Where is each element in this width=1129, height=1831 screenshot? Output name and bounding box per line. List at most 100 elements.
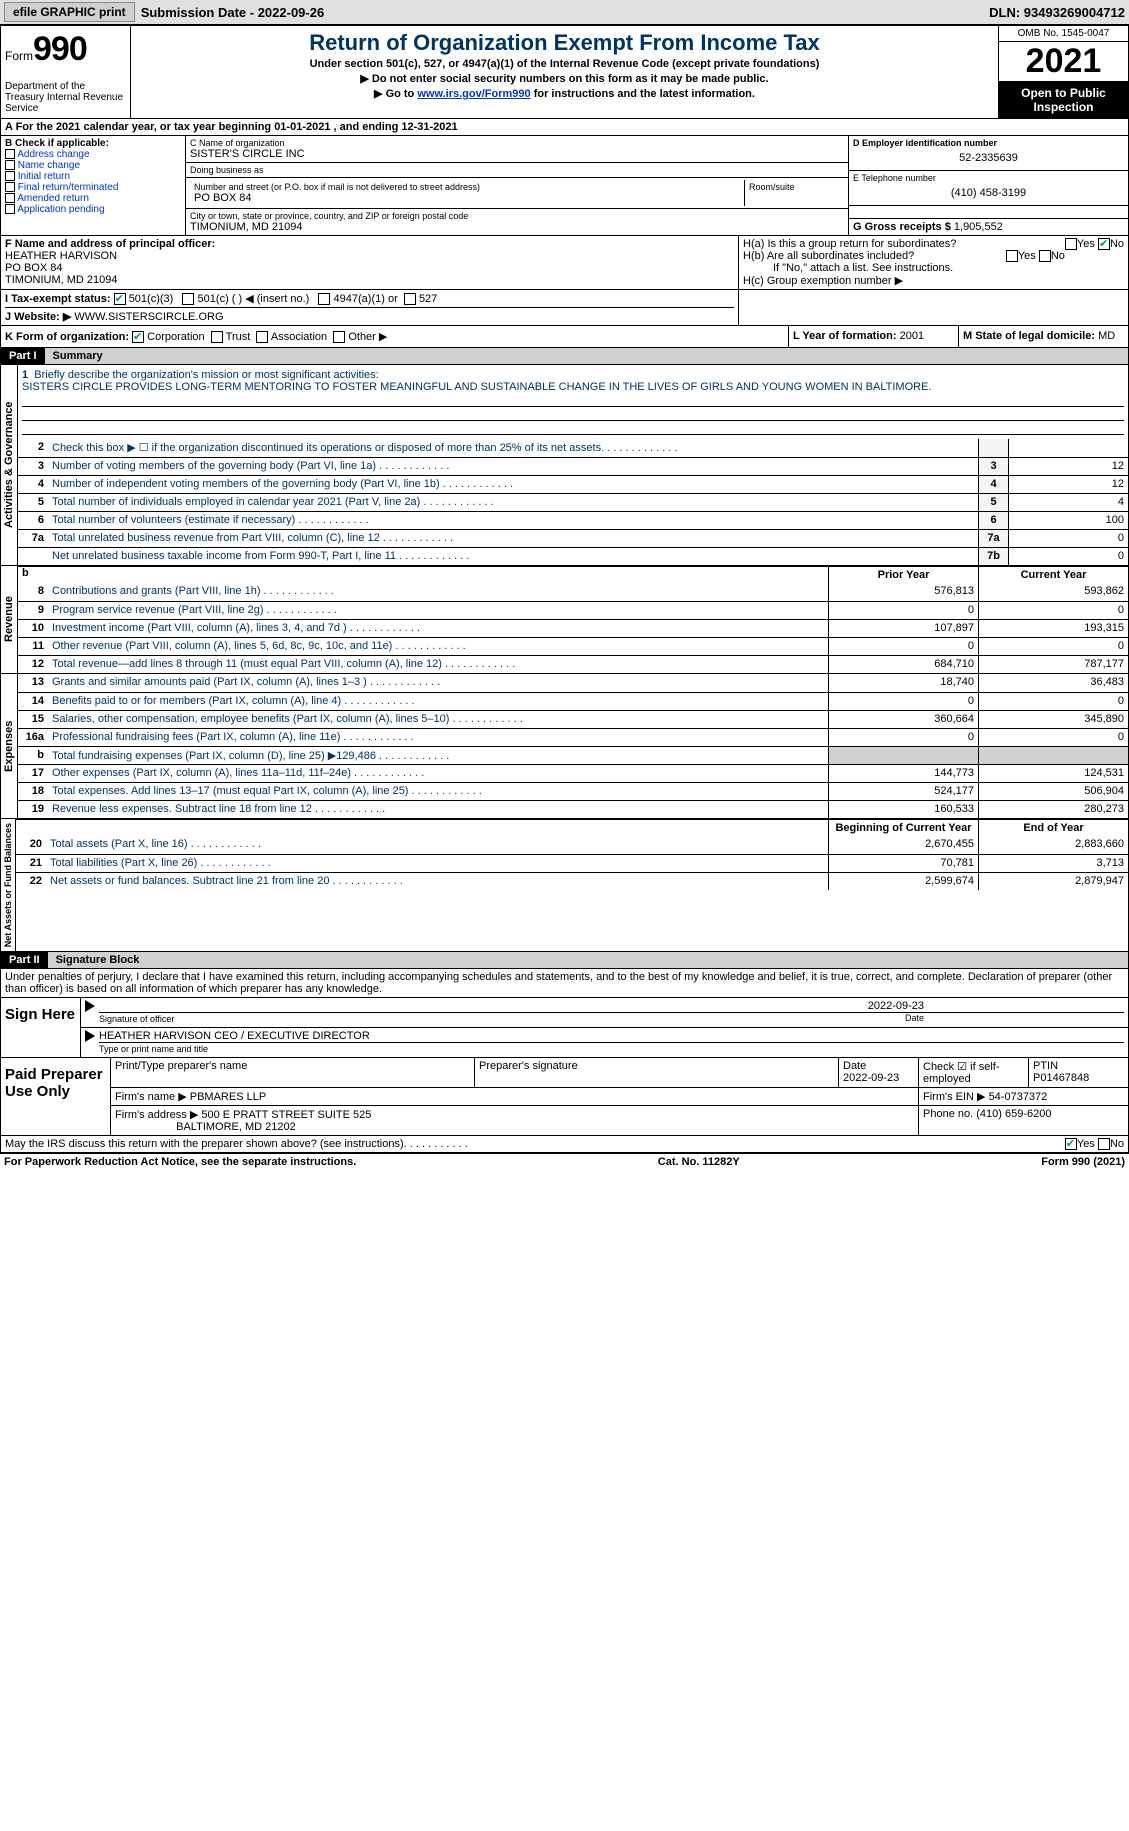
sign-date: 2022-09-23 xyxy=(99,1000,1124,1012)
chk-application-pending[interactable]: Application pending xyxy=(5,204,181,215)
prep-ptin-value: P01467848 xyxy=(1033,1072,1089,1084)
prep-ptin-label: PTIN xyxy=(1033,1060,1058,1072)
table-row: 16aProfessional fundraising fees (Part I… xyxy=(18,728,1128,746)
table-row: 11Other revenue (Part VIII, column (A), … xyxy=(18,637,1128,655)
summary-governance: Activities & Governance 1 Briefly descri… xyxy=(0,365,1129,566)
city-label: City or town, state or province, country… xyxy=(190,211,844,221)
table-row: 19Revenue less expenses. Subtract line 1… xyxy=(18,800,1128,818)
irs-link[interactable]: www.irs.gov/Form990 xyxy=(417,88,530,100)
vlabel-net-assets: Net Assets or Fund Balances xyxy=(1,819,16,951)
arrow-icon xyxy=(85,1030,95,1042)
efile-print-button[interactable]: efile GRAPHIC print xyxy=(4,2,135,22)
chk-association[interactable] xyxy=(256,331,268,343)
table-row: 4Number of independent voting members of… xyxy=(18,475,1128,493)
table-row: 9Program service revenue (Part VIII, lin… xyxy=(18,601,1128,619)
chk-amended-return[interactable]: Amended return xyxy=(5,193,181,204)
table-row: 8Contributions and grants (Part VIII, li… xyxy=(18,583,1128,601)
summary-revenue: Revenue b Prior Year Current Year 8Contr… xyxy=(0,566,1129,674)
chk-trust[interactable] xyxy=(211,331,223,343)
chk-name-change[interactable]: Name change xyxy=(5,160,181,171)
table-row: 12Total revenue—add lines 8 through 11 (… xyxy=(18,655,1128,673)
part-2-header: Part IISignature Block xyxy=(0,952,1129,969)
chk-address-change[interactable]: Address change xyxy=(5,149,181,160)
prep-date-label: Date xyxy=(843,1060,866,1072)
may-irs-discuss: May the IRS discuss this return with the… xyxy=(0,1136,1129,1153)
table-row: 3Number of voting members of the governi… xyxy=(18,457,1128,475)
top-toolbar: efile GRAPHIC print Submission Date - 20… xyxy=(0,0,1129,25)
gross-value: 1,905,552 xyxy=(954,221,1003,233)
chk-4947[interactable] xyxy=(318,293,330,305)
table-row: 15Salaries, other compensation, employee… xyxy=(18,710,1128,728)
table-row: 18Total expenses. Add lines 13–17 (must … xyxy=(18,782,1128,800)
page-footer: For Paperwork Reduction Act Notice, see … xyxy=(0,1153,1129,1170)
col-c-org-info: C Name of organization SISTER'S CIRCLE I… xyxy=(186,136,848,235)
dba-label: Doing business as xyxy=(190,165,844,175)
hdr-b: b xyxy=(18,567,828,583)
form-header: Form990 Department of the Treasury Inter… xyxy=(0,25,1129,119)
summary-net-assets: Net Assets or Fund Balances Beginning of… xyxy=(0,819,1129,952)
ssn-warning: ▶ Do not enter social security numbers o… xyxy=(139,72,990,85)
table-row: 14Benefits paid to or for members (Part … xyxy=(18,692,1128,710)
mission-label: Briefly describe the organization's miss… xyxy=(34,369,378,381)
chk-527[interactable] xyxy=(404,293,416,305)
block-b-through-g: B Check if applicable: Address change Na… xyxy=(0,136,1129,236)
dln-number: DLN: 93493269004712 xyxy=(989,5,1125,20)
firm-name-label: Firm's name ▶ xyxy=(115,1091,187,1103)
chk-other[interactable] xyxy=(333,331,345,343)
row-k-l-m: K Form of organization: Corporation Trus… xyxy=(0,326,1129,348)
chk-501c[interactable] xyxy=(182,293,194,305)
chk-501c3[interactable] xyxy=(114,293,126,305)
form-subtitle: Under section 501(c), 527, or 4947(a)(1)… xyxy=(139,58,990,70)
row-f-h: F Name and address of principal officer:… xyxy=(0,236,1129,290)
form-page-number: Form 990 (2021) xyxy=(1041,1156,1125,1168)
table-row: 7aTotal unrelated business revenue from … xyxy=(18,529,1128,547)
summary-expenses: Expenses 13Grants and similar amounts pa… xyxy=(0,674,1129,819)
hc-group-exemption: H(c) Group exemption number ▶ xyxy=(743,274,1124,287)
vlabel-expenses: Expenses xyxy=(1,674,18,818)
sign-here-label: Sign Here xyxy=(1,998,81,1057)
public-inspection: Open to Public Inspection xyxy=(999,82,1128,118)
hdr-current-year: Current Year xyxy=(978,567,1128,583)
dept-treasury: Department of the Treasury Internal Reve… xyxy=(5,81,126,114)
hb-note: If "No," attach a list. See instructions… xyxy=(743,262,1124,274)
officer-addr1: PO BOX 84 xyxy=(5,262,62,274)
hdr-end-year: End of Year xyxy=(978,820,1128,836)
officer-addr2: TIMONIUM, MD 21094 xyxy=(5,274,117,286)
part-1-header: Part ISummary xyxy=(0,348,1129,365)
officer-label: F Name and address of principal officer: xyxy=(5,238,215,250)
chk-initial-return[interactable]: Initial return xyxy=(5,171,181,182)
table-row: 10Investment income (Part VIII, column (… xyxy=(18,619,1128,637)
table-row: Net unrelated business taxable income fr… xyxy=(18,547,1128,565)
officer-name: HEATHER HARVISON xyxy=(5,250,117,262)
submission-date: Submission Date - 2022-09-26 xyxy=(141,5,325,20)
org-name: SISTER'S CIRCLE INC xyxy=(190,148,844,160)
col-b-checkboxes: B Check if applicable: Address change Na… xyxy=(1,136,186,235)
tax-exempt-label: I Tax-exempt status: xyxy=(5,293,111,305)
mission-text: SISTERS CIRCLE PROVIDES LONG-TERM MENTOR… xyxy=(22,381,931,393)
table-row: 5Total number of individuals employed in… xyxy=(18,493,1128,511)
firm-addr-label: Firm's address ▶ xyxy=(115,1109,198,1121)
vlabel-governance: Activities & Governance xyxy=(1,365,18,565)
sign-here-block: Sign Here 2022-09-23 Signature of office… xyxy=(0,998,1129,1058)
chk-irs-no[interactable] xyxy=(1098,1138,1110,1150)
row-i-j: I Tax-exempt status: 501(c)(3) 501(c) ( … xyxy=(0,290,1129,326)
sig-officer-label: Signature of officer xyxy=(99,1014,174,1024)
chk-final-return[interactable]: Final return/terminated xyxy=(5,182,181,193)
table-row: 20Total assets (Part X, line 16)2,670,45… xyxy=(16,836,1128,854)
chk-corporation[interactable] xyxy=(132,331,144,343)
table-row: 13Grants and similar amounts paid (Part … xyxy=(18,674,1128,692)
address-label: Number and street (or P.O. box if mail i… xyxy=(194,182,740,192)
form-org-label: K Form of organization: xyxy=(5,331,129,343)
website-label: J Website: ▶ xyxy=(5,311,71,323)
firm-phone-label: Phone no. xyxy=(923,1108,973,1120)
row-a-calendar-year: A For the 2021 calendar year, or tax yea… xyxy=(0,119,1129,136)
table-row: 22Net assets or fund balances. Subtract … xyxy=(16,872,1128,890)
officer-printed-name: HEATHER HARVISON CEO / EXECUTIVE DIRECTO… xyxy=(99,1030,1124,1042)
hdr-prior-year: Prior Year xyxy=(828,567,978,583)
firm-addr1: 500 E PRATT STREET SUITE 525 xyxy=(201,1109,371,1121)
hb-subordinates: H(b) Are all subordinates included? Yes … xyxy=(743,250,1124,262)
arrow-icon xyxy=(85,1000,95,1012)
chk-irs-yes[interactable] xyxy=(1065,1138,1077,1150)
table-row: 21Total liabilities (Part X, line 26)70,… xyxy=(16,854,1128,872)
firm-name-value: PBMARES LLP xyxy=(190,1091,266,1103)
